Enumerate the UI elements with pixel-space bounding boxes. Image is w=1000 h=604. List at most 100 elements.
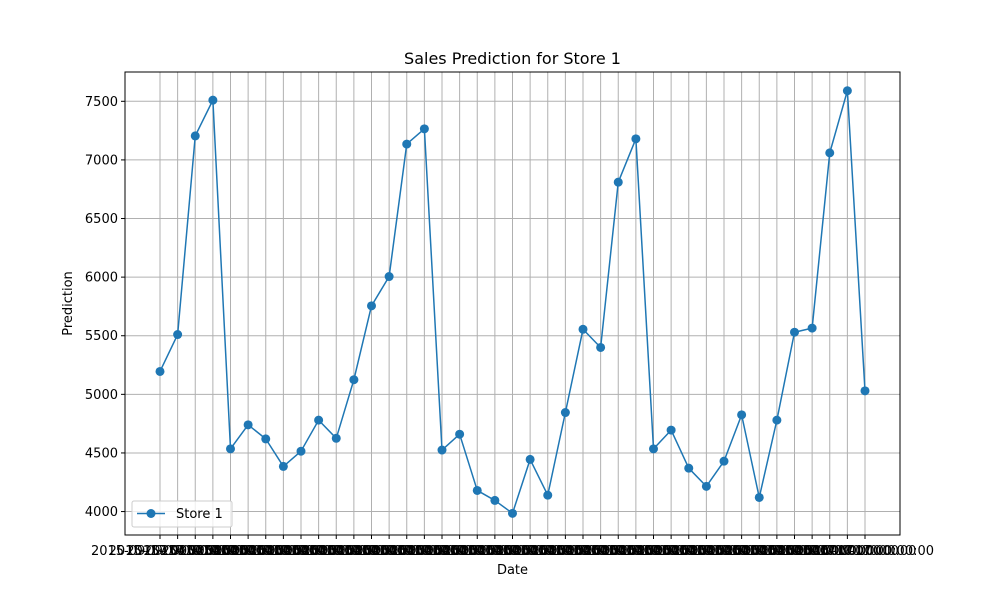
- x-tick-label: 2015-09-17 00:00:00: [109, 544, 247, 559]
- x-tick-label: 2015-09-17 00:00:00: [426, 544, 564, 559]
- x-tick-label: 2015-09-17 00:00:00: [796, 544, 934, 559]
- x-tick-label: 2015-09-17 00:00:00: [126, 544, 264, 559]
- x-tick-label: 2015-09-17 00:00:00: [373, 544, 511, 559]
- x-tick-label: 2015-09-17 00:00:00: [461, 544, 599, 559]
- x-tick-label: 2015-09-17 00:00:00: [496, 544, 634, 559]
- x-tick-label: 2015-09-17 00:00:00: [673, 544, 811, 559]
- x-tick-label: 2015-09-17 00:00:00: [214, 544, 352, 559]
- data-point: [296, 446, 306, 456]
- x-tick-label: 2015-09-17 00:00:00: [549, 544, 687, 559]
- x-tick-label: 2015-09-17 00:00:00: [144, 544, 282, 559]
- data-point: [402, 139, 412, 149]
- x-tick-label: 2015-09-17 00:00:00: [391, 544, 529, 559]
- data-point: [613, 177, 623, 187]
- data-point: [719, 456, 729, 466]
- x-tick-label: 2015-09-17 00:00:00: [602, 544, 740, 559]
- data-point: [790, 327, 799, 337]
- x-gridlines: [159, 72, 866, 535]
- x-tick-label: 2015-09-17 00:00:00: [743, 544, 881, 559]
- data-point: [701, 481, 711, 491]
- x-tick-label: 2015-09-17 00:00:00: [197, 544, 335, 559]
- x-tick-label: 2015-09-17 00:00:00: [778, 544, 916, 559]
- legend-label-store-1: Store 1: [176, 507, 223, 522]
- legend-box: [131, 500, 233, 528]
- x-tick-label: 2015-09-17 00:00:00: [161, 544, 299, 559]
- data-point: [419, 124, 429, 134]
- data-point: [525, 454, 535, 464]
- x-tick-label: 2015-09-17 00:00:00: [91, 544, 229, 559]
- data-point: [825, 148, 835, 158]
- x-tick-label: 2015-09-17 00:00:00: [725, 544, 863, 559]
- data-point: [754, 492, 764, 502]
- data-point: [261, 434, 271, 444]
- data-point: [737, 410, 747, 420]
- data-point: [578, 324, 588, 334]
- x-tick-label: 2015-09-17 00:00:00: [532, 544, 670, 559]
- x-tick-label: 2015-09-17 00:00:00: [584, 544, 722, 559]
- x-tick-label: 2015-09-17 00:00:00: [479, 544, 617, 559]
- data-point: [155, 366, 165, 376]
- data-point: [173, 330, 183, 340]
- data-point: [314, 415, 324, 425]
- data-point: [596, 342, 606, 352]
- data-point: [226, 444, 235, 454]
- data-point: [508, 508, 517, 518]
- y-tick-label: 6000: [85, 271, 118, 286]
- y-axis-label: Prediction: [61, 271, 76, 336]
- y-tick-label: 5000: [85, 388, 118, 403]
- data-point: [490, 495, 500, 505]
- data-point: [842, 86, 852, 96]
- data-point: [349, 375, 359, 385]
- x-tick-label: 2015-09-17 00:00:00: [285, 544, 423, 559]
- x-tick-label: 2015-09-17 00:00:00: [250, 544, 388, 559]
- x-tick-label: 2015-09-17 00:00:00: [620, 544, 758, 559]
- x-tick-label: 2015-09-17 00:00:00: [232, 544, 370, 559]
- data-point: [190, 131, 200, 141]
- data-point: [807, 323, 817, 333]
- data-point: [208, 95, 218, 105]
- x-axis-label: Date: [497, 563, 528, 578]
- x-tick-label: 2015-09-17 00:00:00: [708, 544, 846, 559]
- data-point: [543, 490, 553, 500]
- data-point: [772, 415, 782, 425]
- x-tick-label: 2015-09-17 00:00:00: [355, 544, 493, 559]
- data-point: [384, 272, 394, 282]
- data-point: [437, 445, 447, 455]
- y-tick-label: 5500: [85, 329, 118, 344]
- data-point: [455, 429, 465, 439]
- x-tick-label: 2015-09-17 00:00:00: [761, 544, 899, 559]
- data-point: [472, 485, 482, 495]
- chart-title: Sales Prediction for Store 1: [404, 49, 621, 68]
- data-point: [666, 425, 676, 435]
- x-tick-label: 2015-09-17 00:00:00: [514, 544, 652, 559]
- data-point: [631, 134, 641, 144]
- x-tick-label: 2015-09-17 00:00:00: [655, 544, 793, 559]
- x-tick-label: 2015-09-17 00:00:00: [690, 544, 828, 559]
- legend: Store 1: [131, 500, 233, 528]
- data-point: [331, 433, 341, 443]
- data-point: [367, 301, 376, 311]
- data-point: [278, 461, 288, 471]
- x-tick-label: 2015-09-17 00:00:00: [637, 544, 775, 559]
- data-point: [860, 386, 870, 396]
- series-layer: [155, 86, 870, 518]
- x-tick-label: 2015-09-17 00:00:00: [443, 544, 581, 559]
- x-tick-label: 2015-09-17 00:00:00: [408, 544, 546, 559]
- data-point: [243, 420, 253, 430]
- y-tick-label: 7500: [85, 95, 118, 110]
- legend-marker-store-1: [146, 509, 156, 518]
- y-tick-label: 4500: [85, 446, 118, 461]
- x-tick-label: 2015-09-17 00:00:00: [267, 544, 405, 559]
- x-tick-label: 2015-09-17 00:00:00: [179, 544, 317, 559]
- y-tick-label: 7000: [85, 153, 118, 168]
- x-tick-label: 2015-09-17 00:00:00: [302, 544, 440, 559]
- data-point: [649, 444, 658, 454]
- x-tick-label: 2015-09-17 00:00:00: [567, 544, 705, 559]
- y-axis: 4000 4500 5000 5500 6000 6500 7000 7500: [85, 95, 125, 520]
- y-tick-label: 6500: [85, 212, 118, 227]
- data-point: [684, 463, 694, 473]
- x-tick-label: 2015-09-17 00:00:00: [338, 544, 476, 559]
- data-point: [560, 408, 570, 418]
